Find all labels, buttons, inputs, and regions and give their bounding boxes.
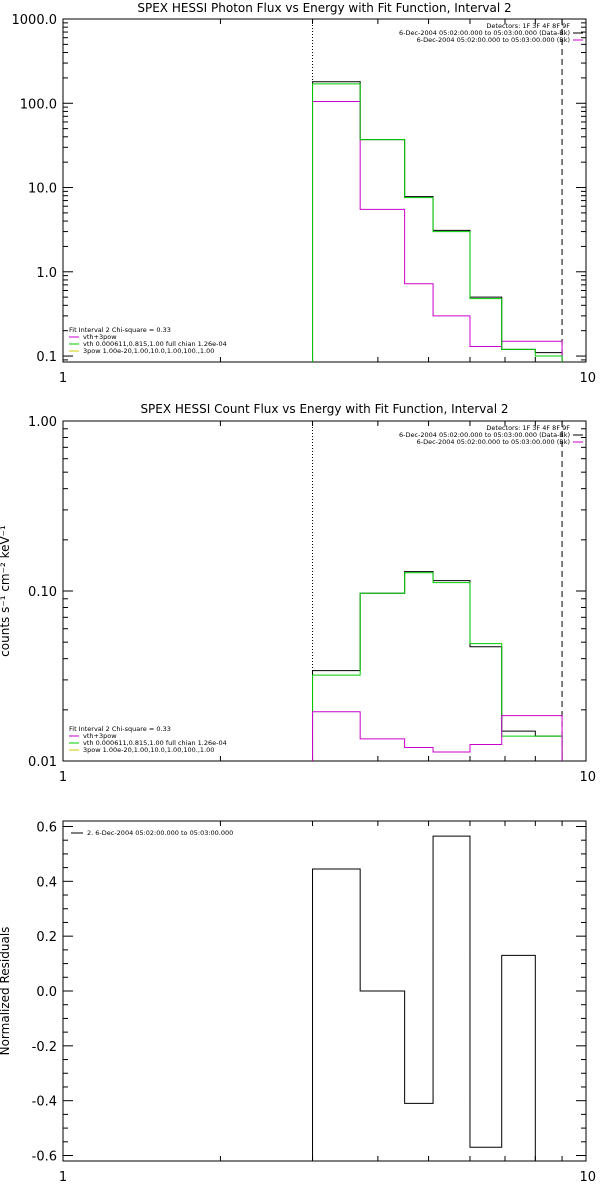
series-line-bk: [312, 711, 563, 761]
y-tick-label: 0.4: [36, 875, 57, 890]
legend-entry: 3pow 1.00e-20,1.00,10.0,1.00,100.,1.00: [83, 746, 214, 754]
y-tick-label: -0.4: [32, 1095, 57, 1110]
series-line-vth: [312, 572, 563, 761]
y-tick-label: -0.6: [32, 1150, 57, 1165]
y-tick-label: -0.2: [32, 1040, 57, 1055]
legend-entry: Detectors: 1F 3F 4F 8F 9F: [486, 424, 570, 432]
x-tick-label: 1: [59, 770, 67, 785]
legend-entry: vth 0.000611,0.815,1.00 full chian 1.26e…: [83, 739, 227, 747]
legend-entry: 3pow 1.00e-20,1.00,10.0,1.00,100.,1.00: [83, 347, 214, 355]
legend-entry: vth+3pow: [83, 333, 117, 341]
legend-entry: vth+3pow: [83, 732, 117, 740]
y-tick-label: 1000.0: [12, 13, 58, 28]
y-tick-label: 1.0: [36, 266, 57, 281]
y-tick-label: 0.1: [36, 350, 57, 365]
series-line-0: [312, 835, 536, 1161]
legend-entry: 6-Dec-2004 05:02:00.000 to 05:03:00.000 …: [417, 36, 570, 44]
legend-entry: Detectors: 1F 3F 4F 8F 9F: [486, 22, 570, 30]
chart-title: SPEX HESSI Count Flux vs Energy with Fit…: [140, 402, 508, 416]
plot-frame: [62, 820, 587, 1162]
chart-panel-1: SPEX HESSI Photon Flux vs Energy with Fi…: [12, 1, 597, 386]
y-tick-label: 0.6: [36, 820, 57, 835]
y-tick-label: 100.0: [20, 97, 57, 112]
series-line-data-bk: [312, 81, 563, 362]
legend-top-right: Detectors: 1F 3F 4F 8F 9F6-Dec-2004 05:0…: [399, 424, 583, 446]
x-tick-label: 10: [579, 770, 596, 785]
legend-top-right: Detectors: 1F 3F 4F 8F 9F6-Dec-2004 05:0…: [399, 22, 583, 44]
y-axis-label: counts s⁻¹ cm⁻² keV⁻¹: [0, 525, 12, 657]
legend-entry: 6-Dec-2004 05:02:00.000 to 05:03:00.000 …: [399, 29, 570, 37]
y-axis-label: Normalized Residuals: [0, 927, 12, 1056]
y-axis-ticks: -0.6 -0.4 -0.2 0.0 0.2 0.4 0.6: [32, 820, 586, 1165]
y-tick-label: 0.2: [36, 930, 57, 945]
plot-frame: [62, 18, 587, 363]
chart-title: SPEX HESSI Photon Flux vs Energy with Fi…: [137, 1, 511, 15]
legend-entry: Fit Interval 2 Chi-square = 0.33: [69, 326, 171, 334]
x-tick-label: 1: [59, 1170, 67, 1185]
series-line-data-bk: [312, 571, 563, 761]
legend-top-left: 2. 6-Dec-2004 05:02:00.000 to 05:03:00.0…: [71, 829, 233, 837]
legend-entry: Fit Interval 2 Chi-square = 0.33: [69, 725, 171, 733]
legend-entry: 6-Dec-2004 05:02:00.000 to 05:03:00.000 …: [399, 431, 570, 439]
series-line-vth: [312, 83, 563, 362]
y-axis-ticks: 0.1 1.0 10.0 100.0 1000.0: [12, 13, 586, 365]
x-tick-label: 10: [579, 371, 596, 386]
chart-panel-2: SPEX HESSI Count Flux vs Energy with Fit…: [0, 402, 596, 785]
y-tick-label: 10.0: [28, 182, 57, 197]
y-tick-label: 0.01: [28, 755, 57, 770]
x-tick-label: 1: [59, 371, 67, 386]
legend-entry: 2. 6-Dec-2004 05:02:00.000 to 05:03:00.0…: [87, 829, 233, 837]
y-tick-label: 0.0: [36, 985, 57, 1000]
legend-entry: 6-Dec-2004 05:02:00.000 to 05:03:00.000 …: [417, 438, 570, 446]
y-axis-ticks: 0.01 0.10 1.00: [28, 415, 586, 770]
x-tick-label: 10: [579, 1170, 596, 1185]
y-tick-label: 1.00: [28, 415, 57, 430]
x-axis-ticks: 1 10: [59, 821, 596, 1185]
legend-entry: vth 0.000611,0.815,1.00 full chian 1.26e…: [83, 340, 227, 348]
plot-frame: [62, 420, 587, 762]
legend-bottom-left: Fit Interval 2 Chi-square = 0.33vth+3pow…: [69, 725, 227, 754]
y-tick-label: 0.10: [28, 585, 57, 600]
chart-panel-3: 1 10 -0.6 -0.4 -0.2 0.0 0.2 0.4 0.6 Normalized Re…: [0, 820, 596, 1185]
legend-bottom-left: Fit Interval 2 Chi-square = 0.33vth+3pow…: [69, 326, 227, 355]
